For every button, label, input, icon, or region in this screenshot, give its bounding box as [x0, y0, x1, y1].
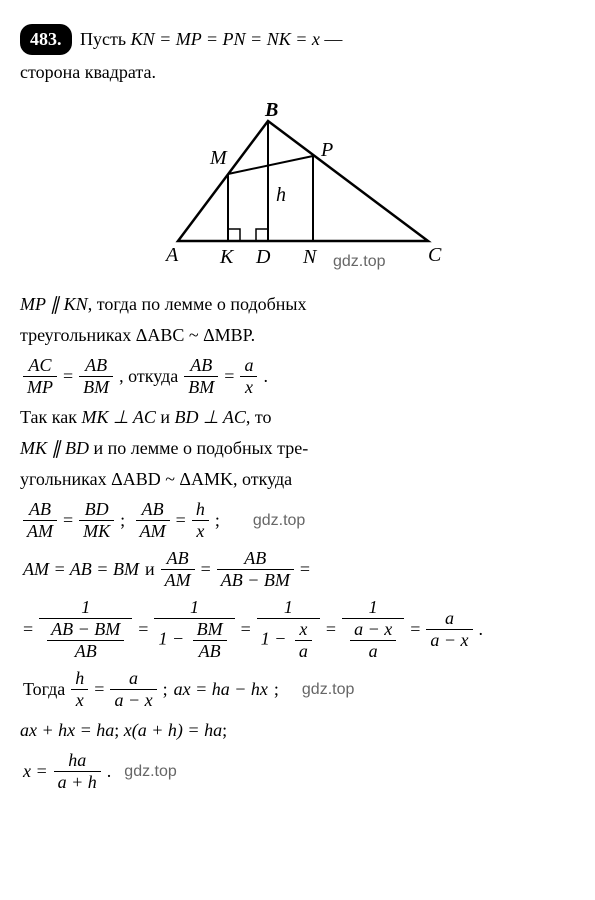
problem-number: 483. [20, 24, 72, 55]
intro-vars: KN = MP = PN = NK = x [131, 29, 320, 49]
watermark-3: gdz.top [302, 681, 354, 699]
watermark-4: gdz.top [124, 763, 176, 781]
label-A: A [164, 244, 179, 266]
label-K: K [219, 246, 235, 268]
equation-3: AM = AB = BM и ABAM = ABAB − BM = [20, 548, 575, 591]
equation-6: x = haa + h . gdz.top [20, 750, 575, 793]
problem-intro-line1: 483. Пусть KN = MP = PN = NK = x — [20, 24, 575, 55]
label-N: N [302, 246, 318, 268]
label-B: B [264, 101, 278, 121]
line3b: , тогда по лемме о подобных [88, 294, 307, 314]
text-line6: Так как MK ⊥ AC и BD ⊥ AC, то [20, 404, 575, 431]
watermark-1: gdz.top [333, 253, 386, 270]
label-C: C [428, 244, 442, 266]
triangle-diagram: B M P h A K D N C gdz.top [20, 101, 575, 276]
mp-parallel-kn: MP ∥ KN [20, 294, 88, 314]
text-line8: угольниках ΔABD ~ ΔAMK, откуда [20, 466, 575, 493]
text-line7: MK ∥ BD и по лемме о подобных тре- [20, 435, 575, 462]
watermark-2: gdz.top [253, 512, 305, 530]
text-line3: MP ∥ KN, тогда по лемме о подобных [20, 291, 575, 318]
label-D: D [255, 246, 271, 268]
equation-1: ACMP = ABBM , откуда ABBM = ax . [20, 355, 575, 398]
equation-line14: ax + hx = ha; x(a + h) = ha; [20, 717, 575, 744]
label-h: h [276, 184, 286, 206]
equation-5: Тогда hx = aa − x ; ax = ha − hx ; gdz.t… [20, 668, 575, 711]
equation-4: = 1 AB − BMAB = 1 1 − BMAB = 1 1 − xa = … [20, 597, 575, 662]
label-M: M [209, 147, 228, 169]
intro-text-2: — [320, 29, 343, 49]
label-P: P [320, 139, 333, 161]
equation-2: ABAM = BDMK ; ABAM = hx ; gdz.top [20, 499, 575, 542]
intro-text-1: Пусть [80, 29, 131, 49]
problem-intro-line2: сторона квадрата. [20, 59, 575, 86]
text-line4: треугольниках ΔABC ~ ΔMBP. [20, 322, 575, 349]
